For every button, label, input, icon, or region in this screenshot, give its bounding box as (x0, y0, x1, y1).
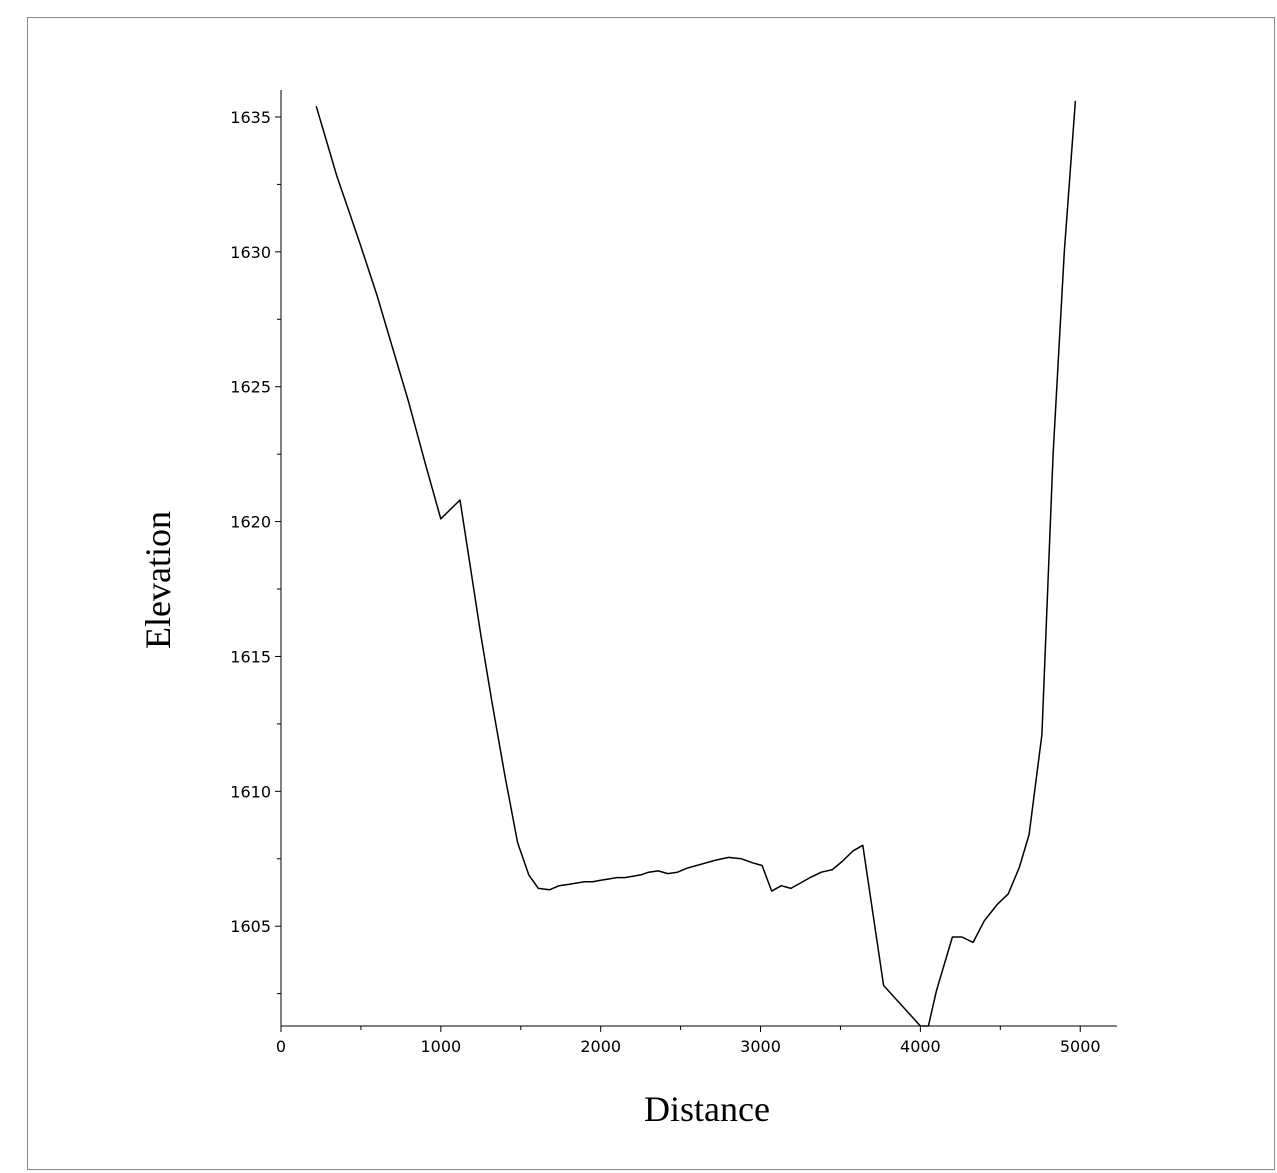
x-axis-title: Distance (644, 1089, 770, 1129)
y-tick-label-1630: 1630 (230, 243, 271, 262)
x-tick-label-0: 0 (276, 1037, 286, 1056)
x-tick-label-5000: 5000 (1060, 1037, 1101, 1056)
y-tick-label-1610: 1610 (230, 782, 271, 801)
x-tick-label-3000: 3000 (740, 1037, 781, 1056)
x-tick-label-2000: 2000 (580, 1037, 621, 1056)
plot-area (315, 100, 1077, 1027)
x-tick-label-4000: 4000 (900, 1037, 941, 1056)
ticks: 0 1000 2000 3000 4000 5000 1605 1610 1615 1620 162… (230, 108, 1100, 1056)
y-axis-title: Elevation (138, 511, 178, 649)
y-tick-label-1620: 1620 (230, 513, 271, 532)
elevation-line-0 (315, 100, 1077, 1027)
y-tick-label-1605: 1605 (230, 917, 271, 936)
y-tick-label-1615: 1615 (230, 647, 271, 666)
y-tick-label-1635: 1635 (230, 108, 271, 127)
chart-frame (27, 17, 1275, 1170)
x-tick-label-1000: 1000 (420, 1037, 461, 1056)
axes (280, 90, 1117, 1027)
y-tick-label-1625: 1625 (230, 378, 271, 397)
